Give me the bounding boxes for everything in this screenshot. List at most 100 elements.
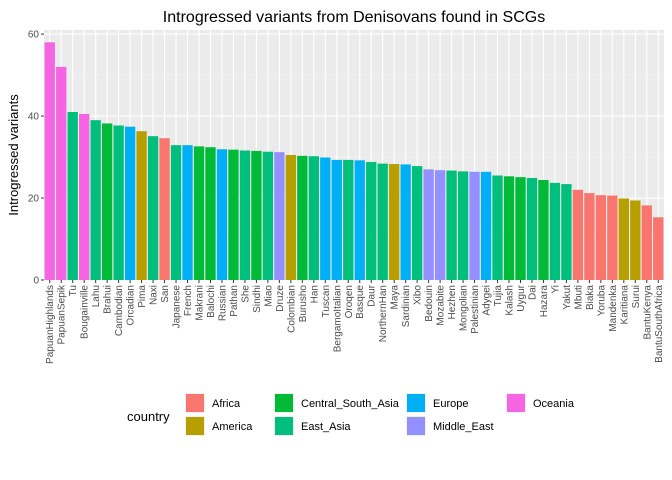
bar-Miao [262, 151, 274, 280]
legend-label: East_Asia [301, 421, 351, 433]
plot-background [44, 30, 664, 280]
x-tick-label: Bedouin [424, 285, 435, 322]
legend-swatch-America [186, 417, 204, 435]
x-tick-label: Tuscan [321, 285, 332, 317]
legend-swatch-East_Asia [275, 417, 293, 435]
legend-swatch-Middle_East [407, 417, 425, 435]
legend-swatch-Europe [407, 394, 425, 412]
x-tick-label: Lahu [91, 285, 102, 307]
bar-French [182, 145, 193, 280]
x-tick-label: Hezhen [447, 285, 458, 319]
x-tick-label: BantuSouthAfrica [654, 285, 665, 363]
x-tick-label: Hazara [539, 285, 550, 318]
x-tick-label: Yakut [562, 285, 573, 310]
bar-Yi [549, 182, 561, 280]
x-tick-label: Han [309, 285, 320, 303]
x-tick-label: Japanese [172, 285, 183, 329]
x-tick-label: Brahui [103, 285, 114, 314]
legend-label: Central_South_Asia [301, 398, 400, 410]
x-tick-label: Kalash [505, 285, 516, 316]
x-tick-label: BantuKenya [642, 285, 653, 340]
bar-Tuscan [320, 157, 331, 280]
x-tick-label: Bougainville [80, 285, 91, 339]
bar-Naxi [147, 136, 159, 280]
x-tick-label: Palestinian [470, 285, 481, 334]
x-tick-label: Colombian [286, 285, 297, 333]
bar-Burusho [297, 155, 308, 280]
bar-Xibo [411, 166, 423, 280]
legend-label: America [212, 421, 253, 433]
x-tick-label: Biaka [585, 285, 596, 310]
x-tick-label: Mozabite [436, 285, 447, 326]
bar-San [159, 138, 170, 280]
bar-She [239, 150, 251, 280]
x-tick-label: PapuanSepik [57, 284, 68, 344]
bar-Yoruba [595, 195, 607, 280]
legend-swatch-Oceania [507, 394, 525, 412]
x-tick-label: Basque [355, 285, 366, 319]
bar-Sardinian [400, 164, 411, 280]
x-tick-label: Miao [263, 285, 274, 307]
y-tick-label: 0 [33, 276, 39, 287]
bar-Sindhi [251, 150, 262, 280]
bar-Bedouin [423, 169, 434, 280]
bar-Daur [366, 161, 377, 280]
bar-NorthernHan [377, 163, 388, 280]
x-tick-label: Orcadian [126, 285, 137, 326]
bar-Makrani [193, 146, 205, 280]
bar-Yakut [561, 184, 572, 280]
bar-Kalash [503, 176, 515, 280]
x-tick-label: Pathan [229, 285, 240, 317]
bar-Japanese [170, 145, 182, 280]
bar-Biaka [584, 193, 595, 280]
legend-label: Middle_East [433, 421, 494, 433]
x-tick-label: Yoruba [596, 285, 607, 317]
x-tick-label: Tu [68, 285, 79, 296]
x-tick-label: French [183, 285, 194, 316]
legend-label: Africa [212, 398, 241, 410]
x-tick-label: Burusho [298, 285, 309, 323]
x-tick-label: Druze [275, 285, 286, 312]
x-tick-label: Mandenka [608, 285, 619, 332]
bar-Druze [274, 152, 285, 280]
x-tick-label: Naxi [149, 285, 160, 305]
legend-swatch-Central_South_Asia [275, 394, 293, 412]
bar-Tujia [492, 175, 503, 280]
bar-Tu [67, 111, 78, 280]
bar-PapuanSepik [56, 66, 67, 280]
x-tick-label: Cambodian [114, 285, 125, 336]
bar-Maya [389, 164, 400, 280]
x-tick-label: Sindhi [252, 285, 263, 313]
x-tick-label: Adygei [482, 285, 493, 316]
x-tick-label: Yi [550, 285, 561, 294]
bar-PapuanHighlands [44, 42, 55, 281]
bar-Adygei [480, 171, 492, 280]
x-tick-label: She [240, 285, 251, 303]
x-tick-label: Dai [527, 285, 538, 300]
y-tick-label: 60 [28, 30, 40, 41]
bar-Palestinian [469, 171, 480, 280]
bar-Pathan [228, 149, 239, 280]
x-tick-label: Surui [631, 285, 642, 308]
x-tick-label: Sardinian [401, 285, 412, 327]
x-tick-label: Uygur [516, 284, 527, 311]
bar-BantuKenya [641, 205, 652, 280]
bar-Mozabite [434, 170, 446, 280]
legend-title: country [127, 409, 170, 424]
legend-swatch-Africa [186, 394, 204, 412]
bar-Bougainville [79, 114, 90, 281]
x-tick-label: Karitiana [619, 285, 630, 325]
bar-Basque [354, 160, 365, 280]
bar-Oroqen [343, 159, 354, 280]
bar-Russian [216, 149, 228, 280]
y-tick-label: 40 [28, 112, 40, 123]
bar-Surui [630, 200, 641, 280]
bar-Colombian [285, 155, 297, 280]
legend-label: Europe [433, 398, 468, 410]
bar-Uygur [515, 177, 526, 280]
bar-BantuSouthAfrica [653, 217, 664, 280]
x-tick-label: Oroqen [344, 285, 355, 318]
x-tick-label: San [160, 285, 171, 303]
x-tick-label: Mbuti [573, 285, 584, 309]
